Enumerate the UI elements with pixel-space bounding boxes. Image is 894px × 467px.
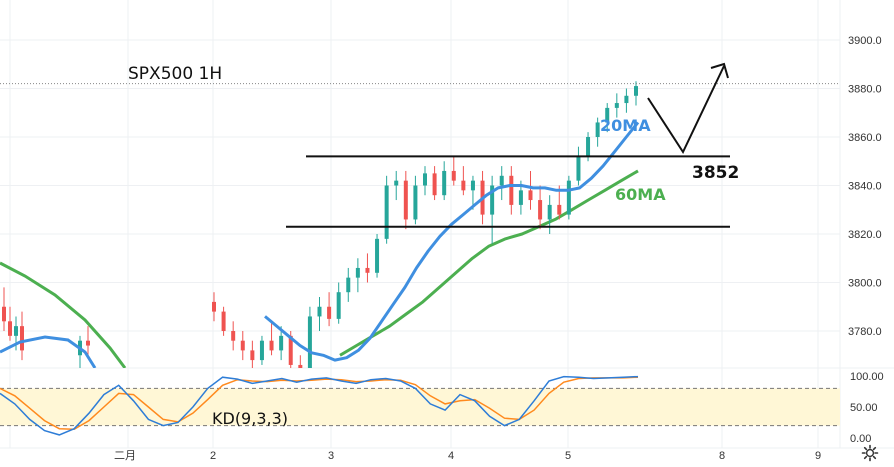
kd-indicator-pane bbox=[0, 375, 840, 436]
candle-body bbox=[279, 335, 284, 351]
time-tick-label: 9 bbox=[815, 450, 821, 462]
ma20-line-left bbox=[0, 335, 97, 368]
annotations-layer bbox=[0, 62, 840, 228]
candle-body bbox=[346, 277, 351, 293]
candle-body bbox=[528, 190, 533, 201]
candle-body bbox=[518, 190, 523, 205]
candle-body bbox=[259, 340, 264, 361]
candle-body bbox=[586, 137, 591, 157]
candle-body bbox=[509, 175, 514, 205]
grid-lines bbox=[0, 0, 894, 449]
candle-body bbox=[8, 321, 12, 336]
candle-body bbox=[336, 292, 341, 319]
candle-body bbox=[634, 86, 638, 96]
candle-body bbox=[288, 335, 293, 365]
kd-tick-label: 100.00 bbox=[850, 371, 884, 383]
settings-gear-icon[interactable] bbox=[861, 444, 879, 462]
candle-body bbox=[605, 107, 610, 123]
candle-body bbox=[566, 180, 571, 215]
candle-body bbox=[298, 364, 303, 368]
candle-body bbox=[557, 204, 562, 215]
candle-body bbox=[375, 238, 380, 273]
projection-arrowhead bbox=[710, 62, 729, 79]
candle-body bbox=[547, 204, 552, 220]
price-tick-label: 3820.0 bbox=[848, 229, 882, 241]
candle-body bbox=[212, 301, 216, 312]
ma60-line-layer bbox=[0, 169, 639, 368]
time-axis: 二月 2 3 4 5 8 9 bbox=[114, 450, 821, 462]
kd-d-line bbox=[0, 376, 639, 431]
candle-body bbox=[423, 173, 427, 186]
price-tick-label: 3860.0 bbox=[848, 132, 882, 144]
time-tick-label: 2 bbox=[210, 450, 216, 462]
candle-body bbox=[384, 185, 389, 239]
price-tick-label: 3840.0 bbox=[848, 181, 882, 193]
candle-body bbox=[499, 175, 504, 186]
ma20-line-layer bbox=[0, 121, 640, 368]
time-tick-label: 3 bbox=[328, 450, 334, 462]
kd-tick-label: 0.00 bbox=[850, 433, 871, 445]
candles-layer bbox=[2, 81, 638, 368]
candle-body bbox=[355, 267, 360, 278]
ma60-line bbox=[339, 169, 639, 357]
candle-body bbox=[576, 156, 581, 181]
candle-body bbox=[442, 170, 447, 196]
candle-body bbox=[327, 306, 332, 319]
candle-body bbox=[317, 306, 322, 317]
time-tick-label: 二月 bbox=[114, 450, 136, 462]
candle-body bbox=[451, 170, 456, 181]
candle-body bbox=[2, 306, 6, 322]
candle-body bbox=[365, 267, 370, 273]
candle-body bbox=[432, 173, 437, 196]
time-tick-label: 5 bbox=[565, 450, 571, 462]
ma20-line bbox=[264, 121, 640, 362]
candle-body bbox=[86, 340, 90, 346]
candle-body bbox=[413, 185, 418, 220]
candle-body bbox=[231, 331, 236, 341]
candle-body bbox=[269, 340, 274, 351]
candle-body bbox=[470, 180, 475, 191]
time-tick-label: 8 bbox=[719, 450, 725, 462]
candle-body bbox=[240, 340, 245, 351]
candle-body bbox=[624, 95, 629, 104]
candle-body bbox=[595, 122, 600, 137]
price-tick-label: 3900.0 bbox=[848, 35, 882, 47]
projection-path bbox=[647, 65, 725, 155]
candle-body bbox=[394, 180, 399, 186]
kd-k-line bbox=[0, 375, 639, 436]
candle-body bbox=[307, 316, 312, 368]
candle-body bbox=[221, 311, 226, 331]
candle-body bbox=[403, 180, 408, 220]
candle-body bbox=[20, 326, 24, 351]
candle-body bbox=[538, 200, 543, 220]
price-tick-label: 3800.0 bbox=[848, 278, 882, 290]
candle-body bbox=[14, 326, 18, 336]
time-tick-label: 4 bbox=[448, 450, 454, 462]
price-tick-label: 3780.0 bbox=[848, 326, 882, 338]
ma60-line-left bbox=[0, 261, 127, 368]
candle-body bbox=[250, 350, 255, 361]
candle-body bbox=[461, 180, 466, 191]
kd-tick-label: 50.00 bbox=[850, 402, 878, 414]
candle-body bbox=[490, 185, 495, 215]
price-tick-label: 3880.0 bbox=[848, 84, 882, 96]
candle-body bbox=[614, 103, 619, 108]
price-axis: 3900.0 3880.0 3860.0 3840.0 3820.0 3800.0 3780… bbox=[848, 35, 884, 445]
kd-band bbox=[0, 388, 840, 426]
